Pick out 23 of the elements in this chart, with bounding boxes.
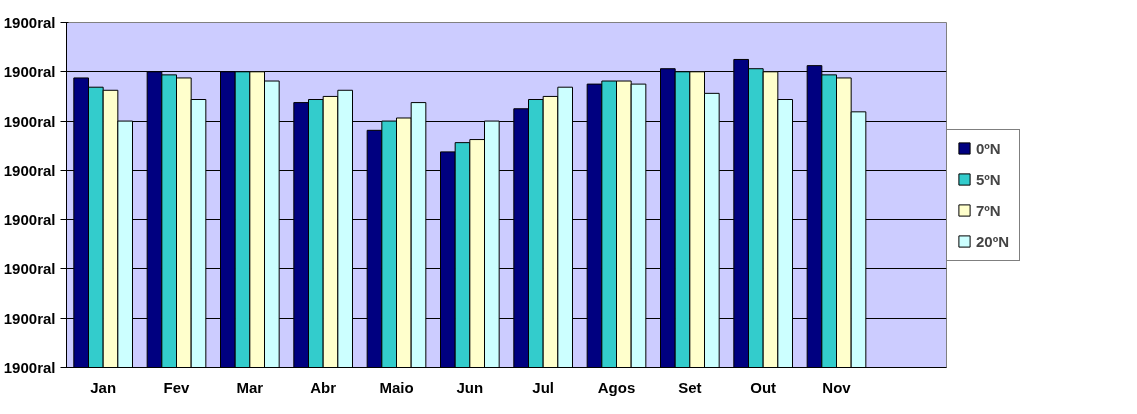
x-tick-label: Maio: [379, 378, 414, 396]
x-tick-label: Fev: [163, 378, 191, 396]
text: 1900ral: [3, 112, 56, 130]
x-tick-label: Out: [750, 378, 777, 396]
legend-label: 0ºN: [976, 139, 1001, 157]
text: 1900ral: [3, 63, 56, 81]
text: 1900ral: [3, 309, 56, 327]
legend-label: 5ºN: [976, 170, 1001, 188]
x-tick-label: Nov: [822, 378, 852, 396]
legend-label: 7ºN: [976, 201, 1001, 219]
x-tick-label: Abr: [310, 378, 337, 396]
text: 1900ral: [3, 359, 56, 376]
text: 1900ral: [3, 211, 56, 229]
text: 1900ral: [3, 161, 56, 179]
x-tick-label: Jun: [456, 378, 484, 396]
legend-label: 20ºN: [976, 232, 1009, 250]
x-tick-label: Mar: [236, 378, 264, 396]
text: 1900ral: [3, 14, 56, 31]
x-tick-label: Agos: [597, 378, 636, 396]
text: 1900ral: [3, 260, 56, 278]
x-tick-label: Jul: [532, 378, 555, 396]
x-tick-label: Set: [678, 378, 702, 396]
x-tick-label: Jan: [90, 378, 117, 396]
